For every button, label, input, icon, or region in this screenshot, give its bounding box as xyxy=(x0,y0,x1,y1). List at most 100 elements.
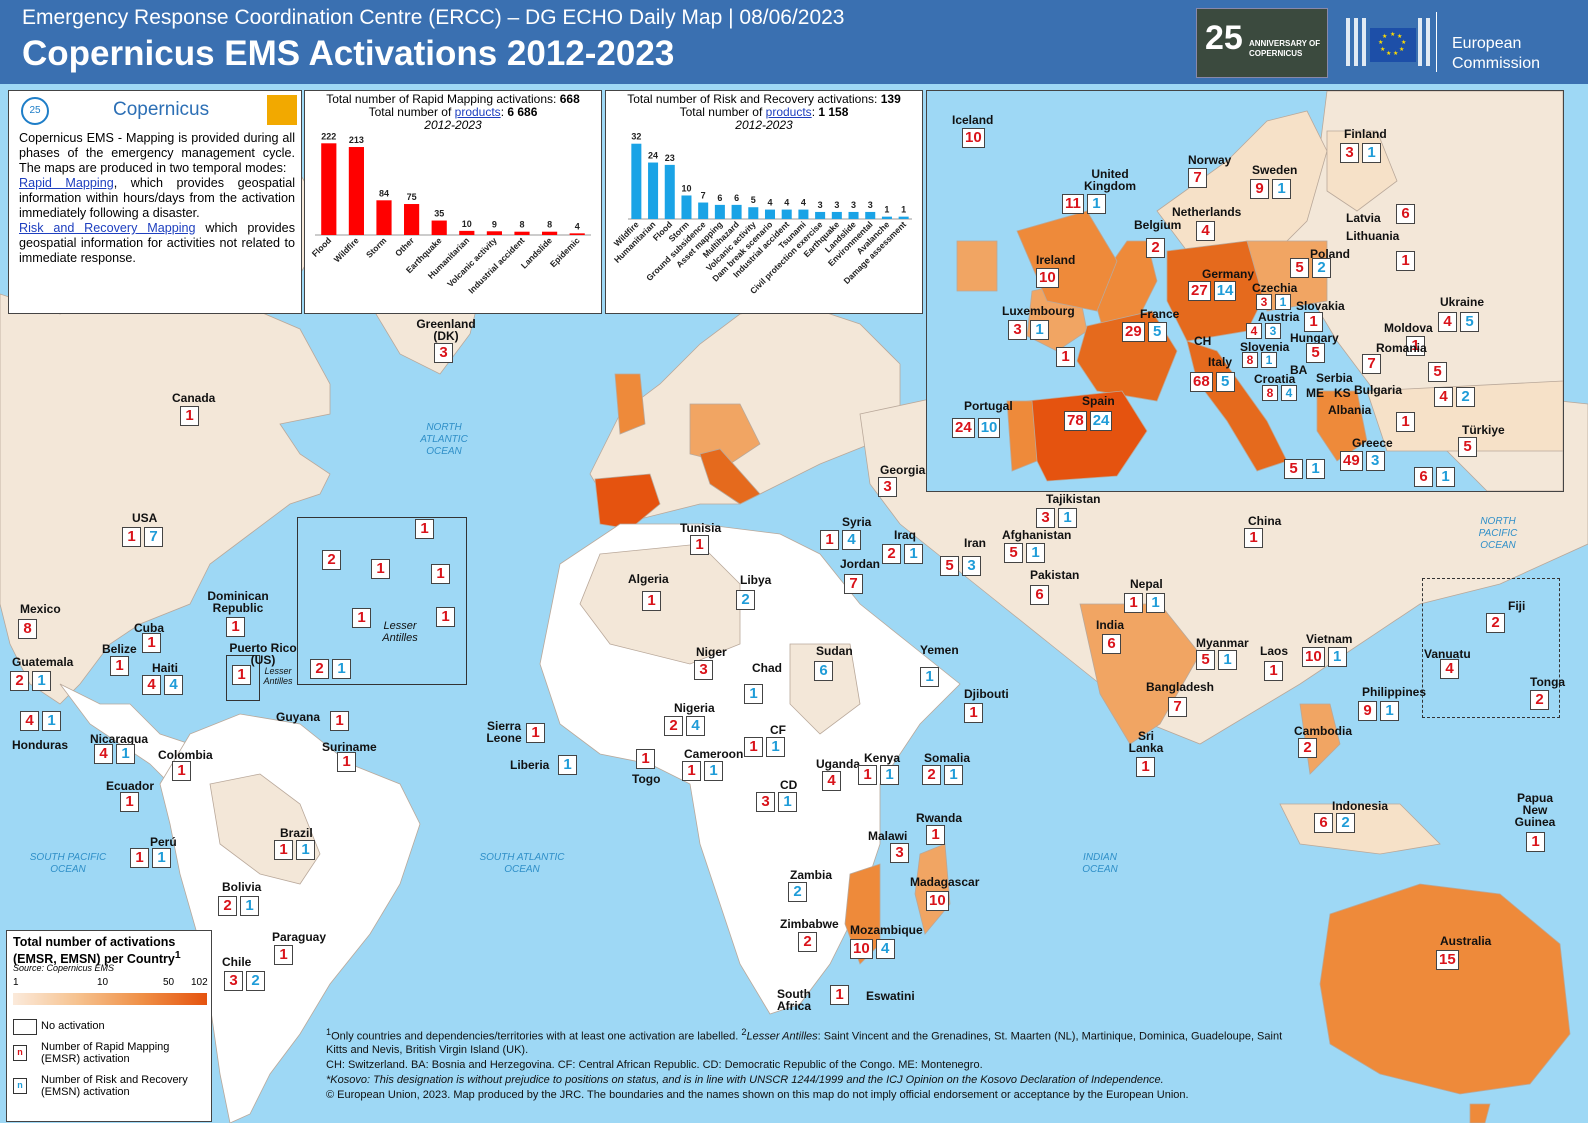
counts-albania: 1 xyxy=(1396,412,1415,432)
counts-guyana: 1 xyxy=(330,711,349,731)
label-greece: Greece xyxy=(1352,436,1393,450)
recovery-count: 4 xyxy=(1281,385,1297,401)
label-ireland: Ireland xyxy=(1036,253,1076,267)
svg-text:★: ★ xyxy=(1378,39,1383,46)
rapid-count: 24 xyxy=(952,418,975,438)
chart-bar xyxy=(348,147,364,235)
lesser-antilles-inset xyxy=(297,517,467,685)
recovery-count: 1 xyxy=(744,684,763,704)
label-uganda: Uganda xyxy=(816,757,861,771)
label-liberia: Liberia xyxy=(510,758,550,772)
chart-bar xyxy=(881,216,892,219)
rapid-count: 10 xyxy=(850,939,873,959)
counts-latvia: 6 xyxy=(1396,204,1415,224)
recovery-count: 1 xyxy=(778,792,797,812)
svg-text:★: ★ xyxy=(1386,50,1391,57)
chart-value-label: 213 xyxy=(349,135,364,145)
recovery-total-value: 139 xyxy=(880,92,901,106)
recovery-count: 1 xyxy=(920,667,939,687)
rapid-count: 3 xyxy=(694,660,713,680)
ec-building-icon xyxy=(1342,12,1437,72)
recovery-count: 1 xyxy=(1026,543,1045,563)
rapid-count: 2 xyxy=(1298,738,1317,758)
label-chad: Chad xyxy=(752,661,782,675)
rapid-count: 3 xyxy=(224,971,243,991)
legend-no-activation-text: No activation xyxy=(41,1020,105,1032)
label-latvia: Latvia xyxy=(1346,211,1381,225)
legend-rapid-text: Number of Rapid Mapping (EMSR) activatio… xyxy=(41,1041,170,1065)
rapid-count: 1 xyxy=(352,608,371,628)
chart-bar xyxy=(698,202,709,219)
recovery-count: 3 xyxy=(1365,451,1385,471)
legend-title-sup: 1 xyxy=(174,950,181,961)
europe-inset-map[interactable] xyxy=(926,90,1564,492)
risk-recovery-bar-chart: 32Wildfire24Humanitarian23Flood10Storm7G… xyxy=(612,132,912,296)
counts-vanuatu: 4 xyxy=(1440,659,1459,679)
counts-black-sea-ukraine: 5 xyxy=(1428,362,1447,382)
legend-swatch-white xyxy=(13,1019,37,1035)
rapid-count: 4 xyxy=(822,771,841,791)
rapid-count: 6 xyxy=(1314,813,1333,833)
label-greenland: Greenland (DK) xyxy=(416,317,476,343)
label-poland: Poland xyxy=(1310,247,1351,261)
counts-greenland: 3 xyxy=(434,343,453,363)
info-panel: 25 Copernicus Copernicus EMS - Mapping i… xyxy=(8,90,302,314)
label-nigeria: Nigeria xyxy=(674,701,715,715)
rapid-count: 68 xyxy=(1190,372,1213,392)
recovery-count: 2 xyxy=(1456,387,1475,407)
chart-value-label: 1 xyxy=(901,205,906,215)
label-togo: Togo xyxy=(632,772,661,786)
pacific-islands-inset xyxy=(1422,578,1560,718)
rapid-count: 4 xyxy=(1196,221,1215,241)
rapid-count: 5 xyxy=(1458,437,1477,457)
rapid-count: 8 xyxy=(1242,352,1258,368)
ems-logo-icon xyxy=(267,95,297,125)
rapid-count: 1 xyxy=(180,406,199,426)
rapid-count: 5 xyxy=(1196,650,1215,670)
rapid-count: 1 xyxy=(858,765,877,785)
chart-bar xyxy=(865,211,876,219)
rapid-count: 49 xyxy=(1340,451,1363,471)
chart-bar xyxy=(542,231,558,235)
label-dominican: Dominican Republic xyxy=(207,589,269,615)
recovery-products-link[interactable]: products xyxy=(765,105,812,119)
rapid-products-link[interactable]: products xyxy=(454,105,501,119)
label-slovakia: Slovakia xyxy=(1296,299,1345,313)
rapid-count: 1 xyxy=(226,617,245,637)
label-honduras: Honduras xyxy=(12,738,69,752)
rapid-count: 6 xyxy=(1414,467,1433,487)
counts-laos: 1 xyxy=(1264,661,1283,681)
counts-uganda: 4 xyxy=(822,771,841,791)
label-zimbabwe: Zimbabwe xyxy=(780,917,839,931)
counts-lesser-2: 2 xyxy=(322,550,341,570)
label-tonga: Tonga xyxy=(1530,675,1566,689)
chart-value-label: 9 xyxy=(492,219,497,229)
rapid-count: 11 xyxy=(1062,194,1084,214)
ocean-north-pacific: NORTH PACIFIC OCEAN xyxy=(1478,516,1518,551)
rapid-count: 1 xyxy=(1264,661,1283,681)
risk-recovery-link[interactable]: Risk and Recovery Mapping xyxy=(19,221,196,235)
rapid-count: 1 xyxy=(142,633,161,653)
counts-uk: 11 1 xyxy=(1062,194,1106,214)
label-vietnam: Vietnam xyxy=(1306,632,1353,646)
label-afghanistan: Afghanistan xyxy=(1002,528,1072,542)
rapid-count: 7 xyxy=(1362,354,1381,374)
footnote-italic: Lesser Antilles xyxy=(746,1030,818,1043)
info-paragraph-2: , which provides geospatial information … xyxy=(19,176,295,220)
svg-text:★: ★ xyxy=(1380,46,1385,53)
label-yemen: Yemen xyxy=(920,643,959,657)
legend-recovery: n Number of Risk and Recovery (EMSN) acti… xyxy=(13,1074,203,1102)
recovery-count: 5 xyxy=(1460,312,1479,332)
rapid-total-value: 668 xyxy=(559,92,580,106)
rapid-mapping-link[interactable]: Rapid Mapping xyxy=(19,176,114,190)
rapid-count: 4 xyxy=(1246,323,1262,339)
chart-value-label: 10 xyxy=(681,183,691,193)
label-ch: CH xyxy=(1194,334,1212,348)
recovery-count: 5 xyxy=(1147,322,1167,342)
rapid-count: 10 xyxy=(1302,647,1325,667)
